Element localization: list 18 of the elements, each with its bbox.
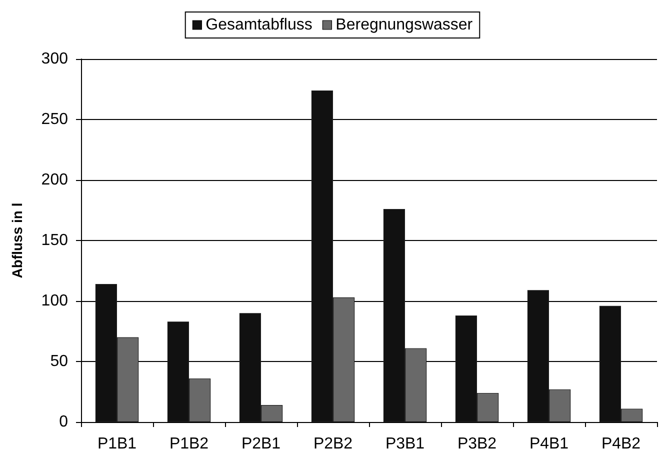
y-axis-title: Abfluss in l (9, 202, 25, 278)
x-tick-label: P4B1 (529, 436, 569, 452)
y-tick-label: 200 (41, 172, 68, 188)
y-tick-label: 100 (41, 292, 68, 310)
y-tick-label: 250 (41, 111, 68, 128)
y-tick-label: 0 (59, 414, 68, 430)
legend-label: Beregnungswasser (336, 16, 474, 34)
y-tick-label: 300 (41, 50, 68, 68)
x-tick-label: P1B2 (169, 436, 209, 452)
x-tick-label: P2B2 (313, 436, 353, 452)
x-tick-label: P3B1 (385, 436, 425, 452)
x-tick-label: P2B1 (241, 436, 281, 452)
legend-label: Gesamtabfluss (206, 16, 312, 34)
y-tick-label: 150 (41, 232, 68, 249)
y-tick-label: 50 (50, 353, 68, 370)
x-tick-label: P3B2 (457, 436, 497, 452)
x-tick-label: P4B2 (601, 436, 641, 452)
x-tick-label: P1B1 (97, 436, 137, 452)
